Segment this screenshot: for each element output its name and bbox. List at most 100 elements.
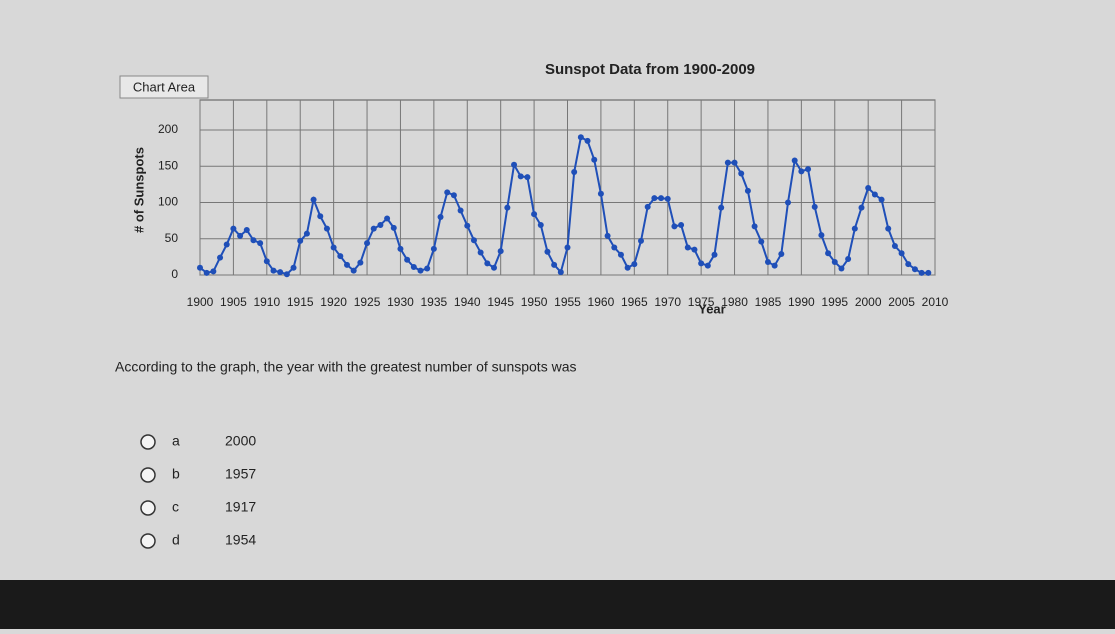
data-point bbox=[330, 244, 337, 251]
data-point bbox=[364, 240, 371, 247]
y-tick-label: 150 bbox=[158, 158, 178, 172]
data-point bbox=[390, 224, 397, 231]
data-point bbox=[290, 264, 297, 271]
data-point bbox=[477, 249, 484, 256]
data-point bbox=[230, 225, 237, 232]
data-point bbox=[303, 230, 310, 237]
data-point bbox=[771, 262, 778, 269]
option-letter: d bbox=[172, 532, 180, 548]
options: a 2000 b 1957 c 1917 d 1954 bbox=[140, 433, 256, 549]
x-tick-label: 1980 bbox=[721, 295, 748, 309]
data-point bbox=[678, 221, 685, 228]
data-point bbox=[283, 271, 290, 278]
data-point bbox=[631, 261, 638, 268]
option-letter: c bbox=[172, 499, 179, 515]
data-point bbox=[410, 264, 417, 271]
y-axis-label: # of Sunspots bbox=[131, 147, 146, 233]
x-tick-label: 1975 bbox=[688, 295, 715, 309]
data-point bbox=[644, 203, 651, 210]
data-point bbox=[470, 237, 477, 244]
data-point bbox=[764, 258, 771, 265]
data-point bbox=[838, 265, 845, 272]
x-tick-label: 1940 bbox=[454, 295, 481, 309]
data-point bbox=[350, 267, 357, 274]
data-point bbox=[871, 191, 878, 198]
data-point bbox=[898, 250, 905, 257]
data-point bbox=[357, 259, 364, 266]
chart-title: Sunspot Data from 1900-2009 bbox=[545, 61, 755, 78]
x-tick-label: 2005 bbox=[888, 295, 915, 309]
data-point bbox=[891, 243, 898, 249]
data-point bbox=[604, 232, 611, 239]
data-point bbox=[785, 199, 791, 206]
data-point bbox=[344, 261, 350, 268]
radio-button[interactable] bbox=[140, 434, 156, 450]
data-point bbox=[851, 225, 858, 232]
x-tick-label: 1905 bbox=[220, 295, 247, 309]
data-point bbox=[724, 159, 731, 166]
data-point bbox=[718, 204, 725, 211]
data-point bbox=[858, 204, 865, 211]
data-point bbox=[591, 156, 598, 163]
data-point bbox=[263, 258, 270, 265]
data-point bbox=[217, 254, 224, 261]
data-point bbox=[731, 159, 738, 166]
x-tick-label: 1965 bbox=[621, 295, 648, 309]
data-point bbox=[818, 232, 825, 239]
data-point bbox=[223, 241, 230, 248]
data-point bbox=[537, 221, 544, 228]
data-point bbox=[257, 240, 264, 247]
data-point bbox=[457, 207, 464, 214]
data-point bbox=[711, 251, 718, 258]
data-point bbox=[397, 245, 404, 252]
data-point bbox=[277, 269, 284, 276]
data-point bbox=[778, 250, 785, 257]
data-point bbox=[664, 195, 671, 202]
x-tick-label: 1925 bbox=[354, 295, 381, 309]
data-point bbox=[210, 268, 217, 275]
option-text[interactable]: 2000 bbox=[225, 433, 256, 449]
x-tick-label: 1960 bbox=[588, 295, 615, 309]
data-point bbox=[524, 174, 531, 181]
data-point bbox=[370, 225, 377, 232]
data-point bbox=[744, 187, 751, 194]
x-tick-label: 1995 bbox=[821, 295, 848, 309]
data-point bbox=[384, 215, 391, 222]
y-tick-label: 50 bbox=[165, 231, 179, 245]
x-tick-label: 1910 bbox=[253, 295, 280, 309]
data-point bbox=[865, 185, 872, 191]
option-letter: b bbox=[172, 466, 180, 482]
x-tick-label: 1955 bbox=[554, 295, 581, 309]
data-point bbox=[905, 261, 912, 268]
data-point bbox=[531, 211, 538, 218]
data-point bbox=[310, 196, 317, 203]
data-point bbox=[691, 246, 698, 253]
data-point bbox=[437, 214, 444, 220]
option-text[interactable]: 1917 bbox=[225, 499, 256, 515]
data-point bbox=[250, 237, 257, 244]
x-tick-label: 2010 bbox=[922, 295, 949, 309]
x-tick-label: 1970 bbox=[654, 295, 681, 309]
x-tick-label: 1920 bbox=[320, 295, 347, 309]
radio-button[interactable] bbox=[140, 467, 156, 483]
data-point bbox=[845, 256, 852, 263]
option-text[interactable]: 1957 bbox=[225, 466, 256, 482]
radio-button[interactable] bbox=[140, 500, 156, 516]
x-tick-label: 1945 bbox=[487, 295, 514, 309]
data-point bbox=[417, 267, 424, 274]
data-point bbox=[444, 189, 451, 196]
data-point bbox=[624, 264, 631, 271]
chart-area-tooltip bbox=[119, 75, 209, 99]
option-text[interactable]: 1954 bbox=[225, 532, 256, 548]
radio-button[interactable] bbox=[140, 533, 156, 549]
data-point bbox=[577, 134, 584, 141]
data-point bbox=[504, 204, 511, 211]
chart-area-label: Chart Area bbox=[133, 79, 196, 94]
data-point bbox=[698, 260, 705, 267]
data-point bbox=[831, 258, 838, 265]
data-point bbox=[491, 264, 497, 271]
data-point bbox=[243, 227, 250, 234]
data-point bbox=[323, 225, 330, 232]
x-tick-label: 1950 bbox=[521, 295, 548, 309]
